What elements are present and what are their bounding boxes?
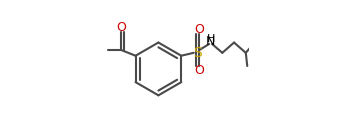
Text: N: N	[205, 35, 215, 48]
Text: O: O	[194, 23, 204, 36]
Text: H: H	[206, 34, 215, 44]
Text: S: S	[193, 46, 202, 60]
Text: O: O	[116, 21, 126, 34]
Text: O: O	[194, 64, 204, 77]
